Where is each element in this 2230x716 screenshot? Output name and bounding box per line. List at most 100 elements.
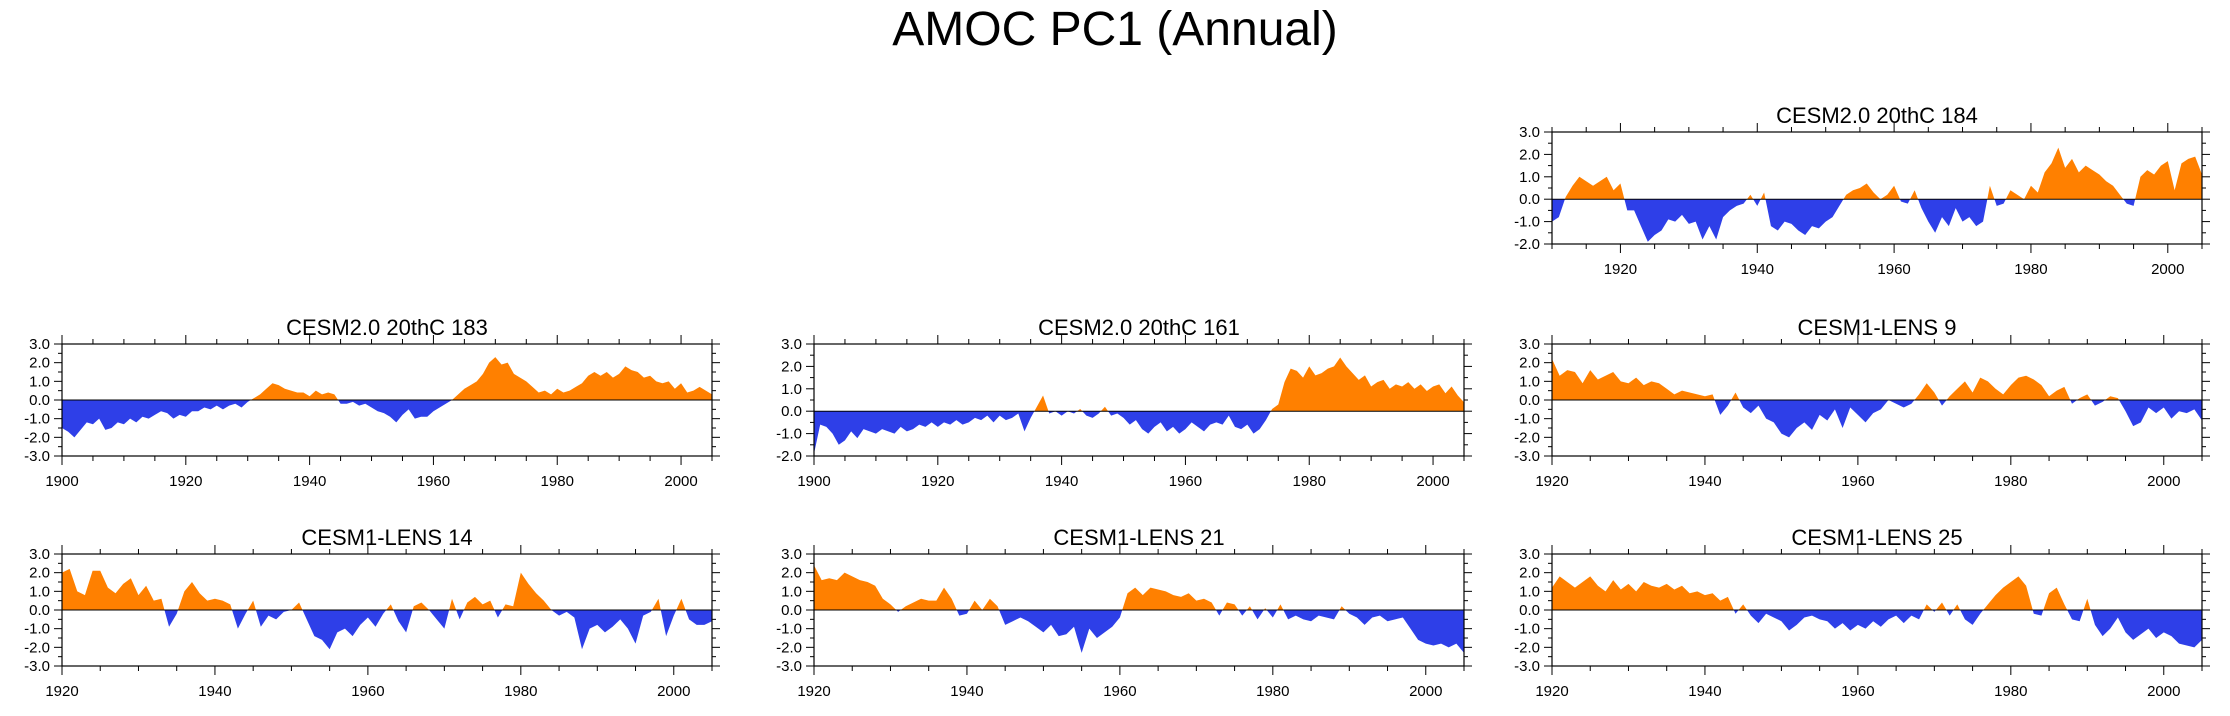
x-tick-label: 1940 [1688,683,1721,700]
negative-area [1552,610,2202,648]
x-tick-label: 1920 [1604,261,1637,278]
negative-area [814,411,1464,454]
y-tick-label: 1.0 [1519,583,1540,600]
x-tick-label: 2000 [2147,473,2180,490]
panel-lens-9: CESM1-LENS 9 1920 1940 1960 1980 2000 -3.0 -2.0… [1490,306,2230,506]
positive-area [1552,358,2202,400]
y-tick-label: 2.0 [781,358,802,375]
x-tick-label: 1900 [45,473,78,490]
y-tick-label: 3.0 [781,336,802,353]
panel-cesm2-184: CESM2.0 20thC 184 1920 1940 1960 1980 2000 -2.… [1490,94,2230,294]
y-tick-label: 3.0 [29,546,50,563]
positive-area [62,357,712,400]
y-tick-label: -2.0 [1514,236,1540,253]
x-tick-label: 1940 [1741,261,1774,278]
page-title: AMOC PC1 (Annual) [892,3,1338,56]
panel-cesm2-183: CESM2.0 20thC 183 1900 1920 1940 1960 1980 200… [0,306,740,506]
y-tick-label: 1.0 [1519,373,1540,390]
negative-area [1552,400,2202,438]
x-tick-label: 1960 [1169,473,1202,490]
panel-lens-14: CESM1-LENS 14 1920 1940 1960 1980 2000 -3.0 -2.… [0,516,740,716]
y-tick-label: 0.0 [1519,392,1540,409]
chart-title: CESM1-LENS 14 [301,525,472,550]
x-tick-label: 1980 [1994,683,2027,700]
x-tick-label: 1920 [921,473,954,490]
x-tick-label: 1960 [351,683,384,700]
positive-area [62,568,712,610]
negative-area [1552,199,2202,242]
chart-cesm2-183: CESM2.0 20thC 183 1900 1920 1940 1960 1980 200… [24,315,720,490]
x-tick-label: 1920 [45,683,78,700]
chart-title: CESM2.0 20thC 161 [1038,315,1240,340]
x-tick-label: 1980 [2014,261,2047,278]
positive-area [1564,147,2202,200]
y-tick-label: 1.0 [29,373,50,390]
y-tick-label: -3.0 [1514,448,1540,465]
x-tick-label: 1980 [504,683,537,700]
y-tick-label: 0.0 [781,403,802,420]
positive-area [814,565,1464,610]
y-tick-label: 2.0 [1519,565,1540,582]
x-tick-label: 1960 [417,473,450,490]
y-tick-label: -3.0 [24,448,50,465]
y-tick-label: -2.0 [24,429,50,446]
positive-area [1552,576,2202,610]
chart-title: CESM1-LENS 9 [1798,315,1957,340]
x-tick-label: 2000 [2147,683,2180,700]
x-tick-label: 2000 [1416,473,1449,490]
y-tick-label: -2.0 [776,639,802,656]
x-tick-label: 1980 [1256,683,1289,700]
x-tick-label: 2000 [664,473,697,490]
x-tick-label: 1920 [1535,683,1568,700]
chart-title: CESM1-LENS 21 [1053,525,1224,550]
y-tick-label: 1.0 [781,583,802,600]
x-tick-label: 1920 [797,683,830,700]
y-tick-label: 1.0 [781,381,802,398]
y-tick-label: -1.0 [776,426,802,443]
x-tick-label: 1960 [1877,261,1910,278]
x-tick-label: 2000 [657,683,690,700]
chart-title: CESM1-LENS 25 [1791,525,1962,550]
panel-lens-25: CESM1-LENS 25 1920 1940 1960 1980 2000 -3.0 -2.… [1490,516,2230,716]
y-tick-label: 0.0 [781,602,802,619]
chart-cesm2-184: CESM2.0 20thC 184 1920 1940 1960 1980 2000 -2.… [1514,103,2210,278]
y-tick-label: -1.0 [1514,621,1540,638]
x-tick-label: 1980 [1293,473,1326,490]
y-tick-label: -3.0 [1514,658,1540,675]
panel-cesm2-161: CESM2.0 20thC 161 1900 1920 1940 1960 1980 200… [752,306,1492,506]
y-tick-label: 2.0 [1519,355,1540,372]
y-tick-label: -3.0 [24,658,50,675]
chart-title: CESM2.0 20thC 184 [1776,103,1978,128]
x-tick-label: 1940 [293,473,326,490]
y-tick-label: 3.0 [1519,546,1540,563]
chart-lens-14: CESM1-LENS 14 1920 1940 1960 1980 2000 -3.0 -2.… [24,525,720,700]
chart-lens-25: CESM1-LENS 25 1920 1940 1960 1980 2000 -3.0 -2.… [1514,525,2210,700]
y-tick-label: 0.0 [1519,191,1540,208]
y-tick-label: -3.0 [776,658,802,675]
y-tick-label: 3.0 [781,546,802,563]
y-tick-label: -2.0 [776,448,802,465]
y-tick-label: 2.0 [1519,146,1540,163]
chart-cesm2-161: CESM2.0 20thC 161 1900 1920 1940 1960 1980 200… [776,315,1472,490]
x-tick-label: 1980 [541,473,574,490]
y-tick-label: -2.0 [24,639,50,656]
y-tick-label: 0.0 [1519,602,1540,619]
y-tick-label: -1.0 [776,621,802,638]
x-tick-label: 1920 [1535,473,1568,490]
x-tick-label: 2000 [2151,261,2184,278]
y-tick-label: -1.0 [1514,411,1540,428]
y-tick-label: -2.0 [1514,639,1540,656]
y-tick-label: -1.0 [24,621,50,638]
x-tick-label: 1900 [797,473,830,490]
y-tick-label: -2.0 [1514,429,1540,446]
negative-area [62,400,712,438]
y-tick-label: 2.0 [29,355,50,372]
negative-area [62,610,712,650]
x-tick-label: 1940 [950,683,983,700]
chart-lens-9: CESM1-LENS 9 1920 1940 1960 1980 2000 -3.0 -2.0… [1514,315,2210,490]
y-tick-label: -1.0 [1514,214,1540,231]
x-tick-label: 2000 [1409,683,1442,700]
x-tick-label: 1920 [169,473,202,490]
x-tick-label: 1940 [1045,473,1078,490]
y-tick-label: 3.0 [1519,336,1540,353]
